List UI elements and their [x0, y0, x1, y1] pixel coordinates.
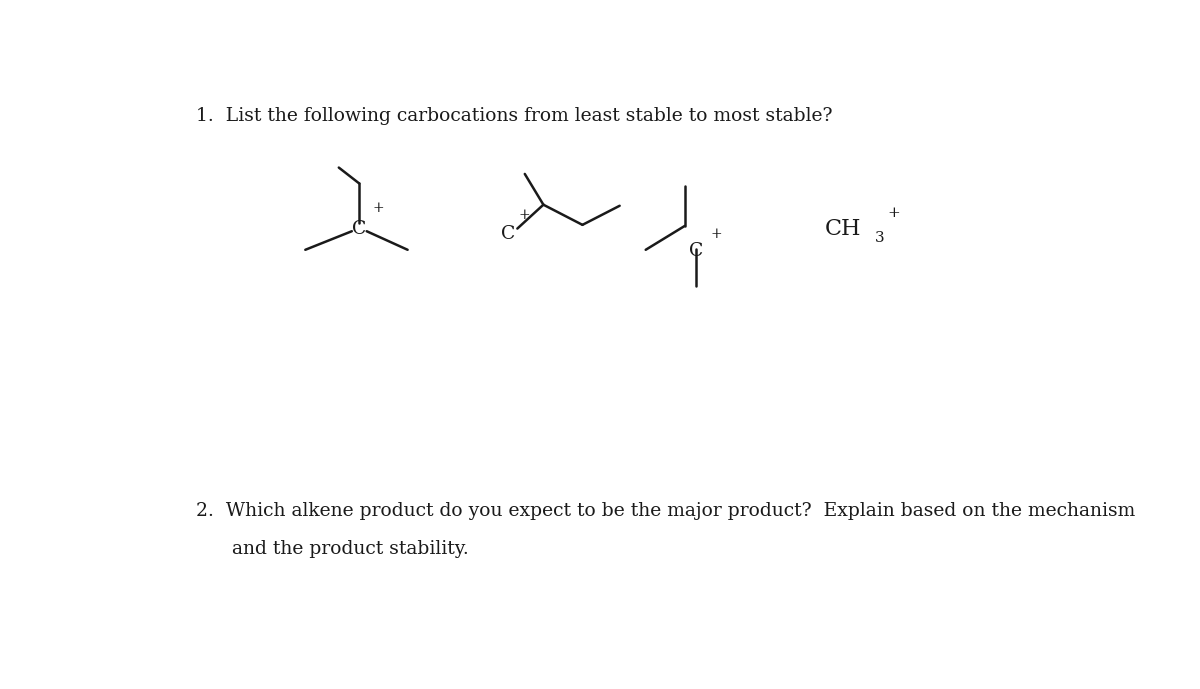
- Text: 1.  List the following carbocations from least stable to most stable?: 1. List the following carbocations from …: [197, 107, 833, 125]
- Text: C: C: [689, 243, 703, 260]
- Text: C: C: [352, 220, 366, 238]
- Text: and the product stability.: and the product stability.: [197, 540, 469, 558]
- Text: +: +: [710, 227, 722, 241]
- Text: 3: 3: [875, 231, 884, 245]
- Text: +: +: [372, 201, 384, 216]
- Text: C: C: [500, 225, 515, 243]
- Text: CH: CH: [824, 218, 862, 240]
- Text: +: +: [518, 208, 530, 223]
- Text: 2.  Which alkene product do you expect to be the major product?  Explain based o: 2. Which alkene product do you expect to…: [197, 502, 1135, 520]
- Text: +: +: [888, 205, 900, 220]
